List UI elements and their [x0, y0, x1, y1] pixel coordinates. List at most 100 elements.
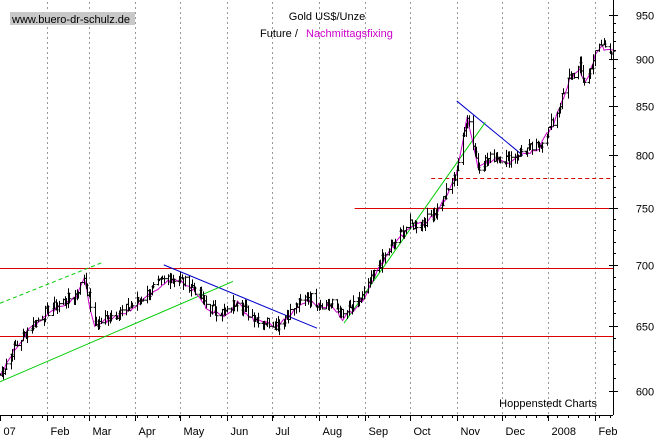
price-bar [309, 293, 314, 307]
x-tick-label-10: Nov [461, 426, 481, 438]
price-bar [15, 340, 20, 347]
x-tick-label-12: 2008 [552, 426, 576, 438]
price-bar [446, 188, 451, 191]
price-bar [362, 286, 367, 300]
price-bar [151, 282, 156, 289]
price-bar [162, 275, 167, 284]
price-bar [130, 302, 135, 309]
price-bar [36, 317, 41, 323]
fixing-series-layer [0, 44, 614, 376]
price-bar [250, 308, 255, 318]
price-bar [519, 144, 524, 157]
price-bar [609, 51, 614, 61]
price-bar [204, 295, 209, 309]
price-bar [78, 282, 83, 295]
price-bar [462, 126, 467, 137]
x-tick-label-4: May [184, 426, 205, 438]
x-tick-label-3: Apr [139, 426, 156, 438]
x-tick-label-1: Feb [51, 426, 70, 438]
price-bar [351, 295, 356, 312]
y-tick-label-900: 900 [636, 55, 654, 67]
price-bar [67, 292, 72, 304]
price-bar [4, 358, 9, 370]
price-bar [425, 207, 430, 228]
price-bar [31, 317, 36, 331]
price-bar [88, 288, 93, 312]
price-bar [603, 40, 608, 48]
price-bar [530, 141, 535, 155]
price-bar [320, 303, 325, 310]
price-bar [572, 72, 577, 79]
price-bar [435, 203, 440, 220]
price-bar [330, 298, 335, 308]
price-bar [267, 317, 272, 329]
price-bar [404, 226, 409, 235]
price-bar [513, 153, 518, 164]
price-bar [555, 111, 560, 129]
watermark-background [10, 12, 135, 25]
price-bar [341, 308, 346, 319]
price-bar [193, 286, 198, 296]
price-bar [582, 77, 587, 86]
price-bar [120, 305, 125, 317]
fixing-series-line [0, 44, 614, 376]
x-tick-label-7: Aug [323, 426, 343, 438]
price-bar [414, 221, 419, 234]
x-tick-label-11: Dec [506, 426, 526, 438]
text-layer: www.buero-dr-schulz.de Gold US$/Unze Fut… [10, 11, 597, 410]
price-bar [246, 305, 251, 321]
price-bar [225, 305, 230, 313]
x-tick-label-13: Feb [599, 426, 618, 438]
trend-line-up-2 [0, 280, 234, 383]
y-tick-label-750: 750 [636, 204, 654, 216]
x-tick-label-8: Sep [369, 426, 389, 438]
price-bar [488, 151, 493, 163]
price-bar [141, 298, 146, 302]
price-bar [109, 310, 114, 322]
price-bar [540, 142, 545, 153]
price-bar [509, 151, 514, 168]
price-bar [25, 327, 30, 344]
price-bar [19, 339, 24, 351]
y-tick-label-800: 800 [636, 151, 654, 163]
price-bar [467, 115, 472, 127]
price-bar [561, 88, 566, 95]
y-tick-label-600: 600 [636, 387, 654, 399]
price-bar [498, 156, 503, 164]
price-bar [172, 278, 177, 288]
price-bar [456, 158, 461, 172]
price-bar [57, 300, 62, 313]
watermark-text: www.buero-dr-schulz.de [11, 14, 130, 26]
analysis-lines-layer [0, 100, 613, 383]
trend-line-down-0 [163, 264, 318, 329]
price-bar [461, 132, 466, 165]
price-bar [99, 317, 104, 324]
price-bar [534, 138, 539, 151]
price-bar [315, 304, 320, 311]
price-bar [560, 93, 565, 110]
price-bar [46, 305, 51, 317]
price-bar [576, 65, 581, 80]
subtitle-highlight: Nachmittagsfixing [306, 28, 393, 40]
x-tick-label-9: Oct [414, 426, 431, 438]
y-tick-label-850: 850 [636, 102, 654, 114]
price-bar [593, 50, 598, 67]
source-label: Hoppenstedt Charts [499, 398, 597, 410]
price-bar [372, 269, 377, 279]
y-tick-label-700: 700 [636, 261, 654, 273]
trend-line-up-4 [0, 262, 103, 304]
price-bar [551, 117, 556, 127]
price-bar [183, 275, 188, 287]
x-tick-label-0: 07 [4, 426, 16, 438]
axis-layer: 600 650 700 750 800 850 900 950 07 Feb Mar Apr May Ju… [0, 0, 654, 438]
y-tick-label-650: 650 [636, 322, 654, 334]
price-bar [383, 252, 388, 264]
price-bar [298, 294, 303, 305]
x-tick-label-6: Jul [276, 426, 290, 438]
price-bar [214, 306, 219, 322]
x-tick-label-2: Mar [93, 426, 112, 438]
price-bar [211, 300, 216, 307]
price-bar [393, 238, 398, 249]
price-bar [288, 303, 293, 321]
